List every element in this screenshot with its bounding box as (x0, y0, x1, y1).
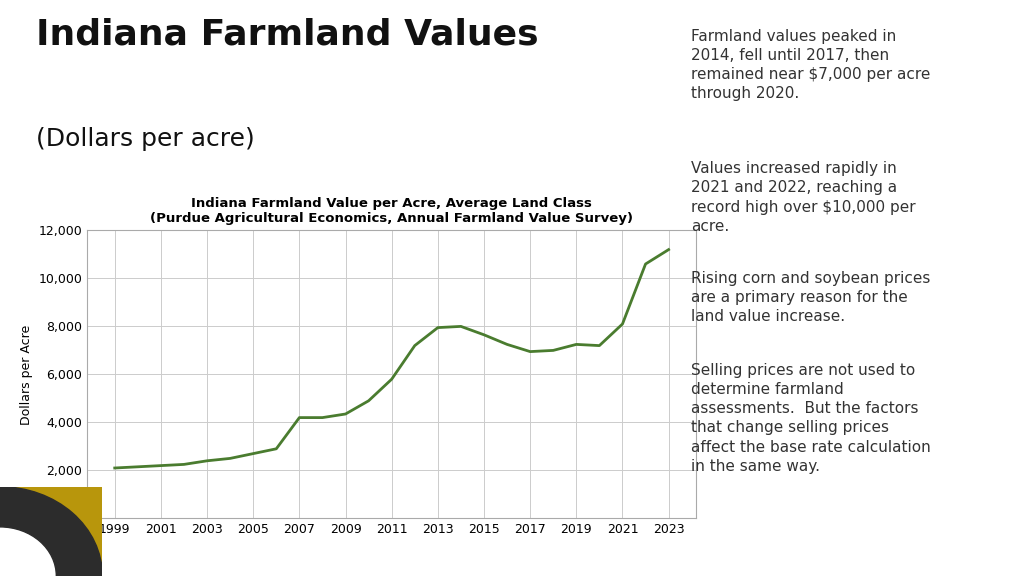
Text: Indiana Farmland Values: Indiana Farmland Values (36, 17, 539, 51)
Y-axis label: Dollars per Acre: Dollars per Acre (19, 324, 33, 425)
Text: Selling prices are not used to
determine farmland
assessments.  But the factors
: Selling prices are not used to determine… (691, 363, 931, 474)
Text: Values increased rapidly in
2021 and 2022, reaching a
record high over $10,000 p: Values increased rapidly in 2021 and 202… (691, 161, 915, 234)
Wedge shape (0, 438, 159, 576)
Title: Indiana Farmland Value per Acre, Average Land Class
(Purdue Agricultural Economi: Indiana Farmland Value per Acre, Average… (151, 197, 633, 225)
Text: (Dollars per acre): (Dollars per acre) (36, 127, 255, 151)
Wedge shape (0, 487, 102, 576)
Text: Farmland values peaked in
2014, fell until 2017, then
remained near $7,000 per a: Farmland values peaked in 2014, fell unt… (691, 29, 931, 101)
Text: Rising corn and soybean prices
are a primary reason for the
land value increase.: Rising corn and soybean prices are a pri… (691, 271, 931, 324)
